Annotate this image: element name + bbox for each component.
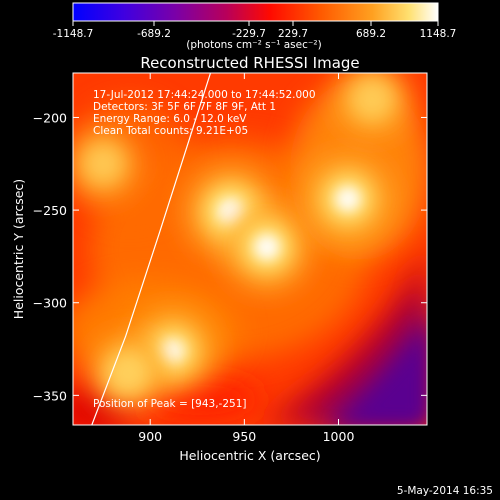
x-axis-label: Heliocentric X (arcsec): [179, 448, 320, 463]
colorbar-tick-label: 1148.7: [420, 28, 457, 40]
colorbar-tick-label: -689.2: [137, 28, 171, 40]
x-tick-label: 950: [232, 429, 256, 444]
y-axis-ticks: −200 −250 −300 −350: [33, 110, 427, 403]
colorbar-tick-label: -1148.7: [53, 28, 94, 40]
y-tick-label: −300: [33, 296, 67, 311]
x-tick-label: 1000: [323, 429, 355, 444]
source-peak: [335, 186, 361, 212]
colorbar-unit-label: (photons cm⁻² s⁻¹ asec⁻²): [186, 39, 321, 51]
colorbar-ticks: -1148.7 -689.2 -229.7 229.7 689.2 1148.7: [53, 21, 457, 40]
plot-frame: [72, 72, 428, 426]
y-tick-label: −350: [33, 388, 67, 403]
footer-date: 5-May-2014 16:35: [397, 485, 493, 497]
colorbar: -1148.7 -689.2 -229.7 229.7 689.2 1148.7 (pho…: [53, 2, 457, 51]
info-line-clean: Clean Total counts: 9.21E+05: [93, 125, 248, 137]
source-core: [351, 77, 394, 121]
y-tick-label: −250: [33, 203, 67, 218]
colorbar-tick-label: 689.2: [356, 28, 386, 40]
y-tick-label: −200: [33, 110, 67, 125]
chart-title: Reconstructed RHESSI Image: [140, 54, 359, 72]
info-line-energy: Energy Range: 6.0 - 12.0 keV: [93, 113, 247, 125]
y-axis-label: Heliocentric Y (arcsec): [11, 179, 26, 319]
peak-position-text: Position of Peak = [943,-251]: [93, 398, 247, 410]
colorbar-tick-label: -229.7: [232, 28, 266, 40]
colorbar-gradient: [72, 2, 439, 22]
heatmap-image: [73, 73, 427, 425]
solar-limb-line: [91, 73, 212, 425]
info-line-detectors: Detectors: 3F 5F 6F 7F 8F 9F, Att 1: [93, 101, 276, 113]
colorbar-tick-label: 229.7: [278, 28, 308, 40]
info-line-time: 17-Jul-2012 17:44:24.000 to 17:44:52.000: [93, 89, 316, 101]
x-axis-ticks: 900 950 1000: [138, 73, 354, 444]
source-core: [82, 143, 124, 185]
source-peak: [254, 234, 280, 261]
source-peak: [160, 338, 186, 364]
info-text: 17-Jul-2012 17:44:24.000 to 17:44:52.000…: [93, 89, 316, 137]
x-tick-label: 900: [138, 429, 162, 444]
